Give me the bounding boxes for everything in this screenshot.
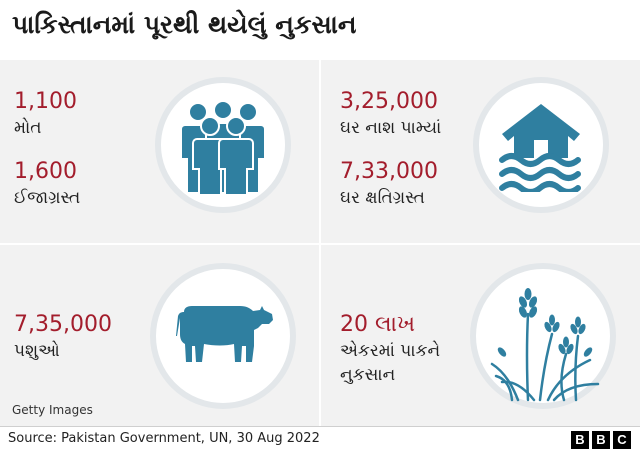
houses-damaged-label: ઘર ક્ષતિગ્રસ્ત bbox=[340, 188, 425, 208]
houses-destroyed-label: ઘર નાશ પામ્યાં bbox=[340, 118, 442, 138]
crops-label: એકરમાં પાકને bbox=[340, 341, 441, 361]
image-credit: Getty Images bbox=[12, 403, 93, 417]
injured-stat: 1,600 ઈજાગ્રસ્ત bbox=[14, 158, 80, 210]
source-note: Source: Pakistan Government, UN, 30 Aug … bbox=[8, 431, 320, 446]
people-icon bbox=[180, 100, 266, 196]
houses-damaged-stat: 7,33,000 ઘર ક્ષતિગ્રસ્ત bbox=[340, 158, 438, 210]
bbc-logo: B B C bbox=[571, 431, 631, 449]
houses-damaged-number: 7,33,000 bbox=[340, 159, 438, 184]
livestock-number: 7,35,000 bbox=[14, 312, 112, 337]
houses-destroyed-stat: 3,25,000 ઘર નાશ પામ્યાં bbox=[340, 88, 441, 140]
divider-horizontal bbox=[0, 243, 640, 245]
livestock-label: પશુઓ bbox=[14, 341, 60, 361]
footer-divider bbox=[0, 426, 640, 427]
cow-icon bbox=[176, 306, 273, 362]
livestock-stat: 7,35,000 પશુઓ bbox=[14, 311, 112, 363]
flooded-house-icon bbox=[499, 104, 581, 192]
deaths-label: મોત bbox=[14, 118, 42, 138]
injured-number: 1,600 bbox=[14, 159, 77, 184]
logo-letter: B bbox=[571, 431, 589, 449]
logo-letter: C bbox=[613, 431, 631, 449]
deaths-stat: 1,100 મોત bbox=[14, 88, 77, 140]
crops-icon bbox=[490, 288, 600, 402]
injured-label: ઈજાગ્રસ્ત bbox=[14, 188, 81, 208]
crops-number: 20 લાખ bbox=[340, 312, 416, 337]
deaths-number: 1,100 bbox=[14, 89, 77, 114]
logo-letter: B bbox=[592, 431, 610, 449]
page-title: પાકિસ્તાનમાં પૂરથી થયેલું નુકસાન bbox=[12, 10, 357, 39]
houses-destroyed-number: 3,25,000 bbox=[340, 89, 438, 114]
crops-stat: 20 લાખ એકરમાં પાકને નુકસાન bbox=[340, 311, 440, 387]
crops-label-line2: નુકસાન bbox=[340, 365, 396, 385]
